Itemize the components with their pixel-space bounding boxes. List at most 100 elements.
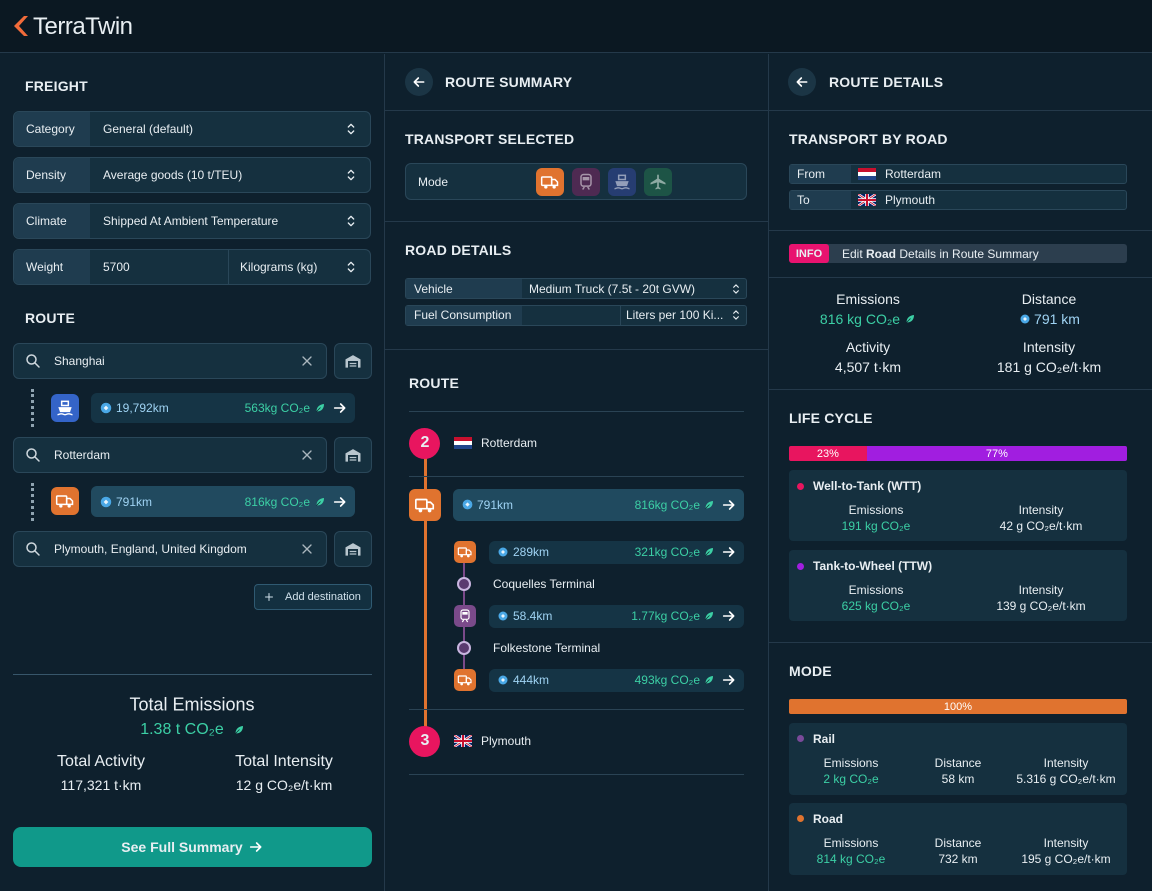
leg-distance: 791km bbox=[116, 495, 153, 509]
icon-shape bbox=[724, 501, 734, 509]
field-value: General (default) bbox=[103, 122, 194, 136]
divider bbox=[409, 476, 744, 477]
field-label: To bbox=[797, 193, 810, 207]
icon-shape bbox=[458, 548, 471, 557]
leaf-icon bbox=[703, 499, 715, 511]
search-icon bbox=[24, 352, 42, 370]
plane-icon bbox=[648, 172, 668, 192]
icon-shape bbox=[499, 548, 508, 557]
field-label: Weight bbox=[26, 260, 64, 274]
divider bbox=[409, 411, 744, 412]
icon-shape bbox=[101, 403, 112, 414]
distance-icon bbox=[99, 401, 113, 415]
icon-shape bbox=[348, 124, 353, 133]
flag bbox=[454, 437, 472, 449]
label-cell bbox=[790, 191, 851, 209]
mode-option[interactable] bbox=[572, 168, 600, 196]
metric-value: 195 g CO₂e/t·km bbox=[1021, 852, 1111, 866]
field-label: Climate bbox=[26, 214, 67, 228]
segment-pill[interactable] bbox=[489, 669, 744, 692]
segment-label: 100% bbox=[943, 700, 973, 713]
icon-shape bbox=[348, 216, 353, 225]
column-divider bbox=[768, 54, 769, 891]
segment-label: 77% bbox=[985, 447, 1008, 460]
icon-shape bbox=[317, 404, 325, 412]
segment-distance: 58.4km bbox=[513, 609, 553, 623]
phase-dot bbox=[797, 483, 804, 490]
add-destination-button[interactable] bbox=[254, 584, 372, 610]
icon-shape bbox=[346, 449, 361, 462]
icon-shape bbox=[797, 78, 806, 86]
share-segment: 77% bbox=[866, 446, 1127, 461]
label-cell bbox=[406, 279, 522, 298]
search-input[interactable] bbox=[13, 343, 327, 379]
metric-value: 625 kg CO₂e bbox=[841, 599, 911, 613]
metric-value: 732 km bbox=[938, 852, 978, 866]
icon-shape bbox=[346, 543, 361, 556]
icon-shape bbox=[27, 449, 39, 461]
hub-icon bbox=[343, 445, 363, 465]
total-intensity: 12 g CO₂e/t·km bbox=[235, 777, 333, 793]
icon-shape bbox=[499, 676, 508, 685]
dotted-connector bbox=[31, 389, 34, 427]
mode-card bbox=[789, 803, 1127, 875]
field-value: Plymouth bbox=[885, 193, 936, 207]
leaf-icon bbox=[233, 724, 245, 736]
icon-shape bbox=[101, 497, 112, 508]
info-text-bold: Road bbox=[866, 247, 897, 261]
arrow-icon bbox=[248, 839, 264, 855]
search-input[interactable] bbox=[13, 437, 327, 473]
icon-shape bbox=[461, 610, 469, 622]
icon-shape bbox=[724, 676, 734, 684]
chevron bbox=[729, 282, 743, 296]
icon-shape bbox=[724, 612, 734, 620]
icon-shape bbox=[317, 498, 325, 506]
chevron bbox=[343, 213, 359, 229]
panel-title: ROUTE DETAILS bbox=[829, 74, 944, 90]
arrow-icon bbox=[332, 494, 348, 510]
truck-icon bbox=[457, 672, 473, 688]
clear-button[interactable] bbox=[299, 447, 315, 463]
segment-pill[interactable] bbox=[489, 541, 744, 564]
leaf-icon bbox=[904, 313, 916, 325]
phase-card bbox=[789, 550, 1127, 621]
icon-shape bbox=[1021, 315, 1030, 324]
clear-button[interactable] bbox=[299, 541, 315, 557]
label-cell bbox=[14, 250, 90, 284]
hub-button[interactable] bbox=[334, 343, 372, 379]
leg-pill[interactable] bbox=[91, 393, 355, 423]
icon-shape bbox=[651, 175, 666, 190]
icon-shape bbox=[251, 843, 261, 851]
phase-dot bbox=[797, 563, 804, 570]
metric-value: 139 g CO₂e/t·km bbox=[996, 599, 1086, 613]
terminal-name: Coquelles Terminal bbox=[493, 577, 595, 591]
metric-label: Intensity bbox=[1043, 756, 1089, 770]
hub-icon bbox=[343, 539, 363, 559]
section-title: TRANSPORT BY ROAD bbox=[789, 131, 948, 147]
logo-mark bbox=[14, 16, 28, 36]
clear-button[interactable] bbox=[299, 353, 315, 369]
column-divider bbox=[384, 54, 385, 891]
cta-button[interactable] bbox=[13, 827, 372, 867]
chevron bbox=[343, 121, 359, 137]
stat-label: Intensity bbox=[1022, 339, 1076, 355]
icon-shape bbox=[27, 543, 39, 555]
leg-pill[interactable] bbox=[91, 486, 355, 517]
header bbox=[0, 0, 1152, 53]
segment-pill[interactable] bbox=[489, 605, 744, 628]
chevron bbox=[343, 167, 359, 183]
info-text-part: Details in Route Summary bbox=[896, 247, 1039, 261]
metric-label: Distance bbox=[934, 756, 982, 770]
leg-pill[interactable] bbox=[453, 489, 744, 521]
search-input[interactable] bbox=[13, 531, 327, 567]
icon-shape bbox=[858, 168, 876, 180]
mode-option[interactable] bbox=[536, 168, 564, 196]
stop-name: Plymouth, England, United Kingdom bbox=[54, 542, 247, 556]
mode-badge bbox=[51, 487, 79, 515]
element bbox=[14, 16, 28, 36]
flag bbox=[858, 194, 876, 206]
icon-shape bbox=[706, 612, 714, 620]
mode-card bbox=[789, 723, 1127, 795]
mode-dot bbox=[797, 735, 804, 742]
